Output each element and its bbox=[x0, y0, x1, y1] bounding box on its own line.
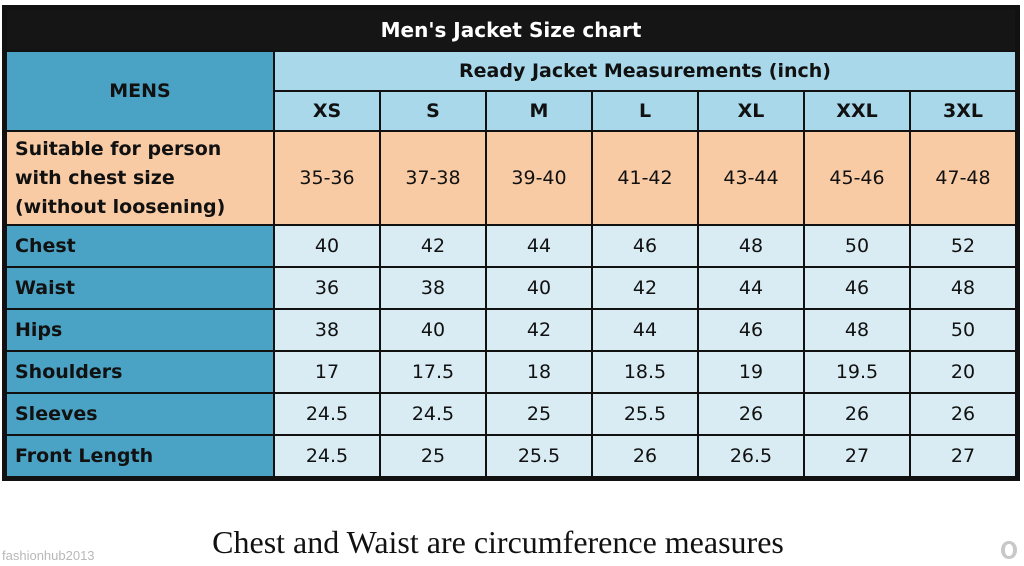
size-header: M bbox=[485, 90, 593, 132]
table-cell: 44 bbox=[485, 224, 593, 268]
table-cell: 25 bbox=[485, 392, 593, 436]
table-cell: 50 bbox=[803, 224, 911, 268]
size-header: XS bbox=[273, 90, 381, 132]
table-row: Hips 38 40 42 44 46 48 50 bbox=[5, 308, 1017, 352]
size-chart: Men's Jacket Size chart MENS Ready Jacke… bbox=[2, 5, 1020, 481]
table-cell: 24.5 bbox=[273, 392, 381, 436]
table-cell: 40 bbox=[273, 224, 381, 268]
suitable-value: 37-38 bbox=[379, 130, 487, 226]
table-cell: 42 bbox=[591, 266, 699, 310]
table-cell: 26.5 bbox=[697, 434, 805, 478]
table-cell: 27 bbox=[803, 434, 911, 478]
suitable-value: 45-46 bbox=[803, 130, 911, 226]
size-header: XXL bbox=[803, 90, 911, 132]
row-label-front-length: Front Length bbox=[5, 434, 275, 478]
suitable-value: 47-48 bbox=[909, 130, 1017, 226]
table-cell: 24.5 bbox=[379, 392, 487, 436]
table-cell: 18 bbox=[485, 350, 593, 394]
table-cell: 19.5 bbox=[803, 350, 911, 394]
table-cell: 52 bbox=[909, 224, 1017, 268]
table-row: Shoulders 17 17.5 18 18.5 19 19.5 20 bbox=[5, 350, 1017, 394]
caption: Chest and Waist are circumference measur… bbox=[212, 524, 784, 560]
table-cell: 38 bbox=[379, 266, 487, 310]
suitable-label-line: with chest size bbox=[15, 166, 175, 189]
table-cell: 25 bbox=[379, 434, 487, 478]
size-header: XL bbox=[697, 90, 805, 132]
table-row: Chest 40 42 44 46 48 50 52 bbox=[5, 224, 1017, 268]
row-label-waist: Waist bbox=[5, 266, 275, 310]
table-cell: 40 bbox=[485, 266, 593, 310]
table-cell: 46 bbox=[591, 224, 699, 268]
row-label-hips: Hips bbox=[5, 308, 275, 352]
suitable-value: 43-44 bbox=[697, 130, 805, 226]
table-cell: 27 bbox=[909, 434, 1017, 478]
size-header: L bbox=[591, 90, 699, 132]
row-label-shoulders: Shoulders bbox=[5, 350, 275, 394]
row-label-chest: Chest bbox=[5, 224, 275, 268]
table-cell: 26 bbox=[591, 434, 699, 478]
size-table: Men's Jacket Size chart MENS Ready Jacke… bbox=[5, 8, 1017, 478]
table-cell: 36 bbox=[273, 266, 381, 310]
table-cell: 48 bbox=[803, 308, 911, 352]
ebay-watermark-icon bbox=[1001, 541, 1017, 559]
table-cell: 17.5 bbox=[379, 350, 487, 394]
table-cell: 44 bbox=[591, 308, 699, 352]
mens-header: MENS bbox=[5, 50, 275, 132]
table-row: Front Length 24.5 25 25.5 26 26.5 27 27 bbox=[5, 434, 1017, 478]
table-cell: 46 bbox=[697, 308, 805, 352]
watermark: fashionhub2013 bbox=[2, 548, 95, 563]
table-cell: 24.5 bbox=[273, 434, 381, 478]
size-header: 3XL bbox=[909, 90, 1017, 132]
chart-title: Men's Jacket Size chart bbox=[5, 8, 1017, 52]
table-cell: 42 bbox=[485, 308, 593, 352]
suitable-label: Suitable for person with chest size (wit… bbox=[5, 130, 275, 226]
table-cell: 48 bbox=[697, 224, 805, 268]
table-cell: 40 bbox=[379, 308, 487, 352]
suitable-value: 35-36 bbox=[273, 130, 381, 226]
table-cell: 26 bbox=[909, 392, 1017, 436]
suitable-row: Suitable for person with chest size (wit… bbox=[5, 130, 1017, 226]
table-row: Waist 36 38 40 42 44 46 48 bbox=[5, 266, 1017, 310]
table-cell: 25.5 bbox=[591, 392, 699, 436]
table-cell: 19 bbox=[697, 350, 805, 394]
table-cell: 20 bbox=[909, 350, 1017, 394]
row-label-sleeves: Sleeves bbox=[5, 392, 275, 436]
table-cell: 46 bbox=[803, 266, 911, 310]
suitable-label-line: (without loosening) bbox=[15, 195, 226, 218]
table-cell: 26 bbox=[697, 392, 805, 436]
size-header: S bbox=[379, 90, 487, 132]
measurements-header: Ready Jacket Measurements (inch) bbox=[273, 50, 1017, 92]
table-cell: 26 bbox=[803, 392, 911, 436]
suitable-value: 39-40 bbox=[485, 130, 593, 226]
table-cell: 50 bbox=[909, 308, 1017, 352]
table-cell: 25.5 bbox=[485, 434, 593, 478]
table-cell: 44 bbox=[697, 266, 805, 310]
table-row: Sleeves 24.5 24.5 25 25.5 26 26 26 bbox=[5, 392, 1017, 436]
table-cell: 42 bbox=[379, 224, 487, 268]
table-cell: 48 bbox=[909, 266, 1017, 310]
suitable-value: 41-42 bbox=[591, 130, 699, 226]
table-cell: 17 bbox=[273, 350, 381, 394]
suitable-label-line: Suitable for person bbox=[15, 137, 222, 160]
table-cell: 38 bbox=[273, 308, 381, 352]
table-cell: 18.5 bbox=[591, 350, 699, 394]
